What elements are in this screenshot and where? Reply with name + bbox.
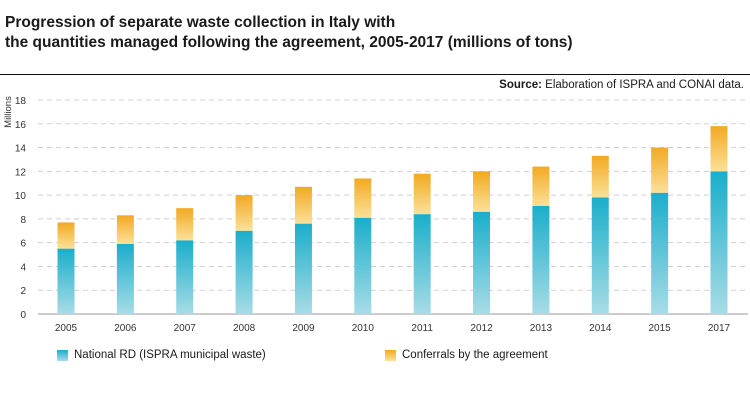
- y-tick-label: 2: [20, 286, 26, 297]
- bar-conferrals-2010: [354, 178, 372, 218]
- chart-title: Progression of separate waste collection…: [5, 13, 573, 53]
- bar-national-2007: [176, 240, 194, 314]
- x-tick-label: 2017: [708, 323, 731, 334]
- y-tick-label: 12: [15, 167, 27, 178]
- legend-national-swatch: [57, 349, 68, 361]
- x-tick-label: 2005: [55, 323, 78, 334]
- x-tick-label: 2013: [530, 323, 553, 334]
- bar-conferrals-2011: [413, 173, 431, 215]
- x-tick-label: 2007: [174, 323, 197, 334]
- x-tick-label: 2014: [589, 323, 612, 334]
- chart-title-line-2: the quantities managed following the agr…: [5, 34, 573, 51]
- bar-national-2005: [57, 248, 75, 314]
- bar-national-2012: [473, 211, 491, 314]
- bar-conferrals-2009: [294, 186, 312, 224]
- chart-title-line-1: Progression of separate waste collection…: [5, 14, 396, 31]
- title-divider: [0, 74, 750, 75]
- bar-national-2006: [116, 243, 134, 314]
- bar-national-2017: [710, 171, 728, 314]
- bar-national-2010: [354, 217, 372, 314]
- y-tick-label: 14: [15, 144, 27, 155]
- legend-conferrals-swatch: [385, 349, 396, 361]
- bar-national-2015: [651, 192, 669, 314]
- y-tick-label: 10: [15, 191, 27, 202]
- bar-conferrals-2005: [57, 222, 75, 249]
- x-tick-label: 2009: [292, 323, 315, 334]
- x-tick-label: 2010: [352, 323, 375, 334]
- x-tick-label: 2012: [470, 323, 493, 334]
- bar-national-2013: [532, 205, 550, 314]
- legend-conferrals: Conferrals by the agreement: [385, 349, 548, 361]
- bar-conferrals-2015: [651, 147, 669, 193]
- y-tick-label: 6: [20, 239, 26, 250]
- y-axis-label: Millions: [3, 96, 14, 128]
- bar-conferrals-2006: [116, 215, 134, 244]
- x-tick-label: 2015: [649, 323, 672, 334]
- bar-conferrals-2007: [176, 208, 194, 241]
- bar-conferrals-2017: [710, 126, 728, 172]
- x-tick-label: 2008: [233, 323, 256, 334]
- bar-national-2011: [413, 214, 431, 314]
- bar-national-2009: [294, 223, 312, 314]
- y-tick-label: 8: [20, 215, 26, 226]
- bar-national-2014: [591, 197, 609, 314]
- y-tick-label: 4: [20, 262, 26, 273]
- y-tick-label: 0: [20, 310, 26, 321]
- bar-conferrals-2013: [532, 166, 550, 206]
- y-tick-label: 16: [15, 120, 27, 131]
- bar-conferrals-2008: [235, 195, 253, 231]
- legend-national-label: National RD (ISPRA municipal waste): [74, 349, 266, 361]
- legend-conferrals-label: Conferrals by the agreement: [402, 349, 548, 361]
- source-text: Elaboration of ISPRA and CONAI data.: [541, 79, 744, 91]
- bar-conferrals-2014: [591, 155, 609, 198]
- bar-national-2008: [235, 230, 253, 314]
- y-tick-label: 18: [15, 96, 27, 107]
- source-note: Source: Elaboration of ISPRA and CONAI d…: [499, 79, 744, 91]
- source-label: Source:: [499, 79, 542, 91]
- bar-conferrals-2012: [473, 171, 491, 212]
- x-tick-label: 2011: [411, 323, 433, 334]
- legend-national: National RD (ISPRA municipal waste): [57, 349, 266, 361]
- x-tick-label: 2006: [114, 323, 137, 334]
